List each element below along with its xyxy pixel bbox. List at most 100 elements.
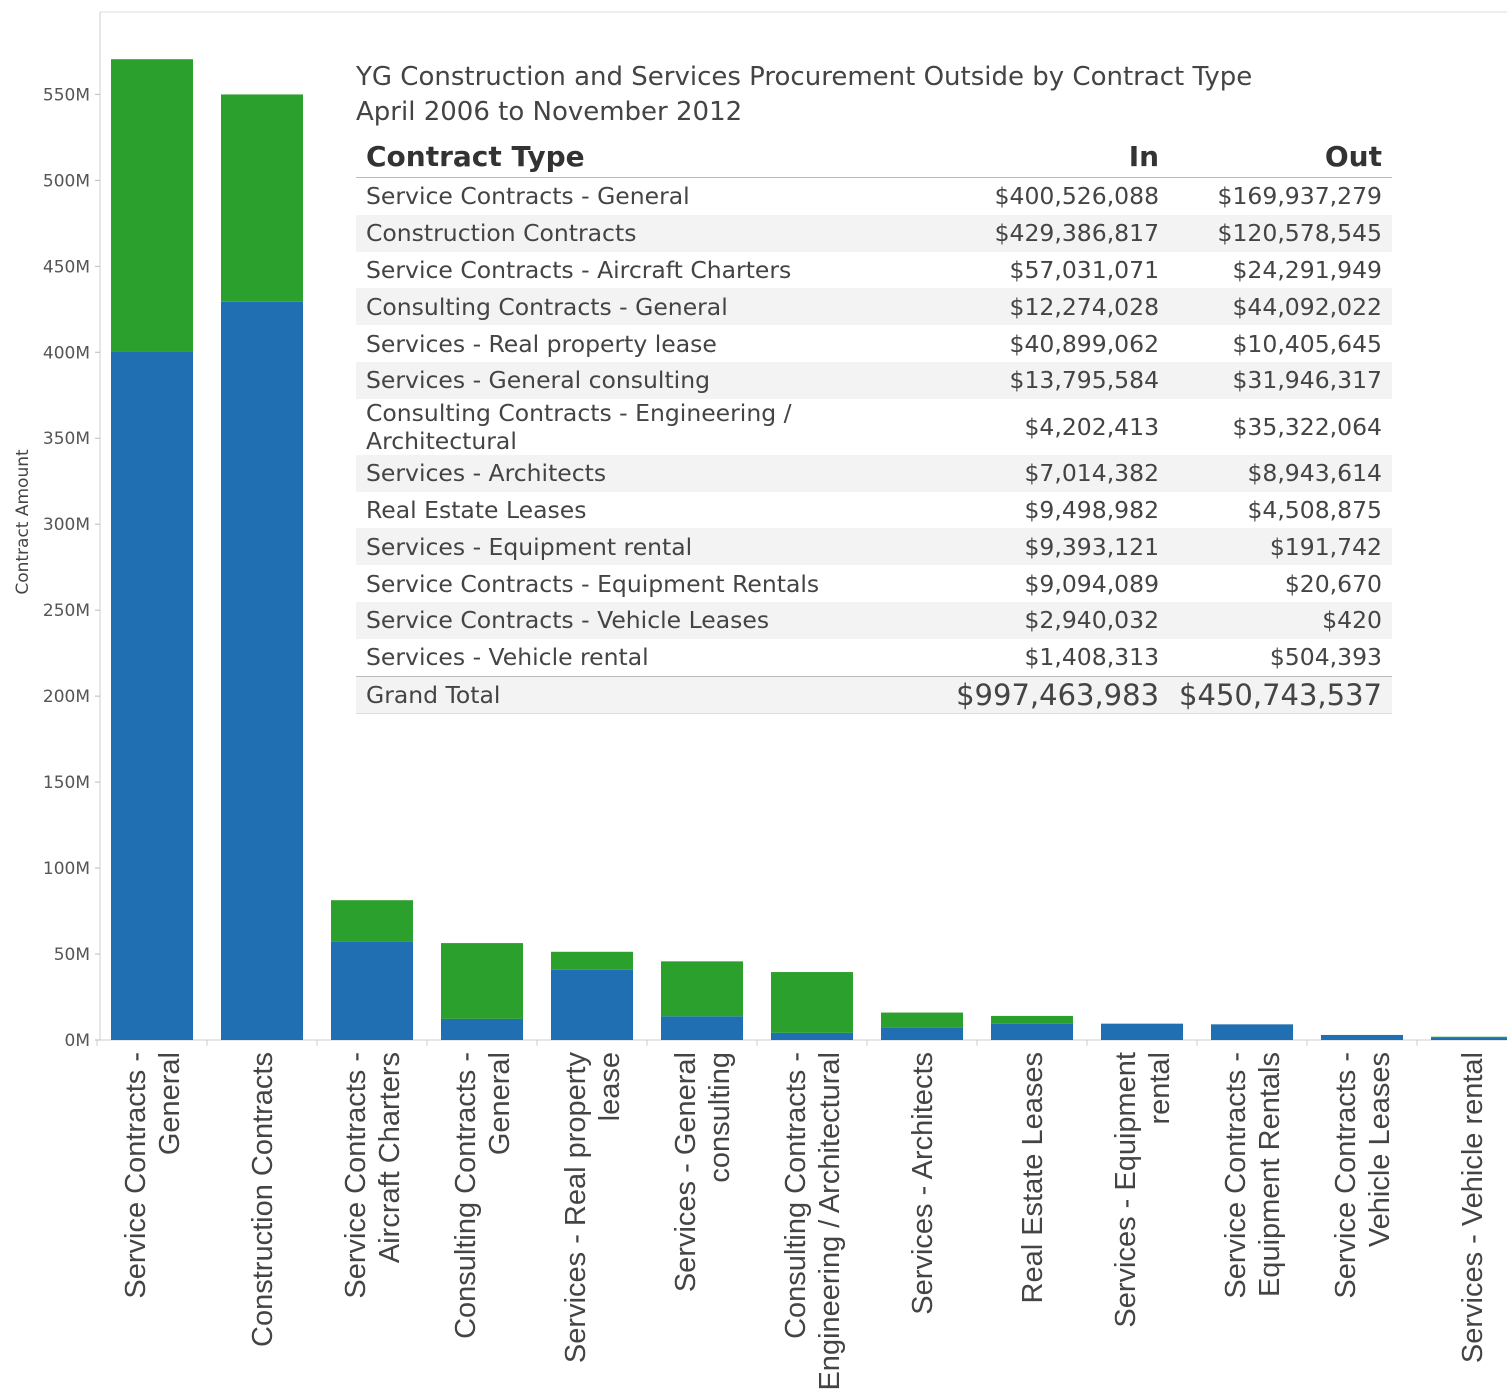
x-category-label: Engineering / Architectural: [814, 1052, 846, 1391]
row-in-value: $2,940,032: [946, 601, 1170, 639]
x-category-label: Consulting Contracts -: [450, 1052, 482, 1339]
table-header-row: Contract Type In Out: [356, 138, 1392, 178]
x-category-label-group: Service Contracts - Equipment Rentals: [1220, 1052, 1286, 1299]
row-contract-type: Service Contracts - Vehicle Leases: [356, 601, 947, 639]
table-row: Services - General consulting $13,795,584…: [356, 361, 1392, 399]
y-tick-label: 300M: [43, 515, 90, 535]
bar-segment-in: [991, 1023, 1073, 1040]
x-category-label: Consulting Contracts -: [780, 1052, 812, 1339]
bar-segment-in: [1321, 1034, 1403, 1040]
row-in-value: $1,408,313: [1024, 643, 1160, 672]
row-in-value: $40,899,062: [1009, 329, 1160, 358]
x-category-label-group: Services - Equipment rental: [1110, 1052, 1176, 1328]
table-row: Services - Equipment rental $9,393,121 $19…: [356, 528, 1392, 566]
x-category-label: Service Contracts -: [1330, 1052, 1362, 1299]
bar-segment-out: [661, 961, 743, 1017]
row-in-value: $4,202,413: [1024, 412, 1160, 441]
x-category-label: Aircraft Charters: [374, 1052, 406, 1263]
bar-segment-in: [1431, 1037, 1507, 1040]
x-category-label: Real Estate Leases: [1017, 1052, 1049, 1303]
bar-segment-in: [441, 1018, 523, 1040]
row-out-value: $24,291,949: [1232, 255, 1382, 284]
bar-segment-in: [221, 301, 303, 1041]
row-contract-type: Services - Vehicle rental: [366, 643, 649, 672]
y-tick-label: 500M: [43, 171, 90, 191]
x-category-label: Services - Architects: [907, 1052, 939, 1315]
row-out-value: $504,393: [1269, 643, 1382, 672]
x-category-label-group: Consulting Contracts - General: [450, 1052, 516, 1339]
row-contract-type: Services - Real property lease: [366, 329, 717, 358]
row-out-value: $10,405,645: [1232, 329, 1382, 358]
row-out-value: $8,943,614: [1169, 454, 1392, 492]
row-contract-type: Construction Contracts: [356, 214, 947, 252]
row-in-value: $57,031,071: [1009, 255, 1160, 284]
bar-segment-out: [1431, 1036, 1507, 1038]
x-category-label: rental: [1144, 1052, 1176, 1125]
table-row: Construction Contracts $429,386,817 $120,5…: [356, 214, 1392, 252]
bar-segment-out: [881, 1012, 963, 1028]
row-out-value: $44,092,022: [1169, 288, 1392, 326]
row-out-value: $20,670: [1284, 569, 1382, 598]
row-out-value: $120,578,545: [1169, 214, 1392, 252]
grand-total-row: Grand Total $997,463,983 $450,743,537: [356, 675, 1392, 715]
table-row: Services - Architects $7,014,382 $8,943,61…: [356, 454, 1392, 492]
row-contract-type: Consulting Contracts - General: [356, 288, 947, 326]
grand-total-label: Grand Total: [356, 675, 947, 715]
table-row: Services - Vehicle rental $1,408,313 $504,…: [356, 639, 1392, 676]
x-category-label: Services - Equipment: [1110, 1052, 1142, 1328]
summary-overlay: YG Construction and Services Procurement…: [356, 60, 1396, 715]
row-out-value: $4,508,875: [1247, 495, 1382, 524]
row-out-value: $191,742: [1169, 528, 1392, 566]
grand-total-out: $450,743,537: [1169, 675, 1392, 715]
x-category-label-group: Service Contracts - General: [120, 1052, 186, 1299]
row-in-value: $429,386,817: [946, 214, 1170, 252]
table-row: Consulting Contracts - General $12,274,02…: [356, 288, 1392, 326]
x-category-label: Service Contracts -: [340, 1052, 372, 1299]
x-category-label: Services - Real property: [560, 1052, 592, 1364]
x-category-label-group: Services - General consulting: [670, 1052, 736, 1292]
y-axis-label: Contract Amount: [13, 449, 33, 595]
row-contract-type: Service Contracts - Equipment Rentals: [366, 569, 820, 598]
x-category-label: General: [154, 1052, 186, 1155]
bar-segment-out: [441, 943, 523, 1019]
y-tick-label: 550M: [43, 85, 90, 105]
x-category-label: Services - General: [670, 1052, 702, 1292]
row-contract-type: Services - Architects: [356, 454, 947, 492]
table-row: Service Contracts - Aircraft Charters $57…: [356, 252, 1392, 289]
row-out-value: $420: [1169, 601, 1392, 639]
bar-segment-out: [111, 59, 193, 352]
bar-segment-in: [881, 1027, 963, 1040]
x-category-label-group: Service Contracts - Aircraft Charters: [340, 1052, 406, 1299]
bar-segment-in: [331, 941, 413, 1040]
row-out-value: $35,322,064: [1232, 412, 1382, 441]
y-tick-label: 50M: [54, 945, 90, 965]
header-contract-type: Contract Type: [356, 138, 947, 178]
row-contract-type: Real Estate Leases: [366, 495, 587, 524]
table-row: Service Contracts - Vehicle Leases $2,940…: [356, 601, 1392, 639]
x-category-label-group: Services - Real property lease: [560, 1052, 626, 1364]
y-tick-label: 450M: [43, 257, 90, 277]
row-contract-type: Service Contracts - General: [366, 182, 690, 211]
chart-title: YG Construction and Services Procurement…: [356, 62, 1253, 92]
row-contract-type: Service Contracts - Aircraft Charters: [366, 255, 792, 284]
bar-segment-out: [221, 94, 303, 302]
x-category-label: General: [484, 1052, 516, 1155]
table-row: Consulting Contracts - Engineering / Arc…: [356, 399, 1392, 455]
x-category-label-group: Construction Contracts: [247, 1052, 279, 1347]
bar-segment-in: [771, 1032, 853, 1040]
y-tick-label: 400M: [43, 343, 90, 363]
bar-segment-in: [111, 351, 193, 1040]
x-category-label: Vehicle Leases: [1364, 1052, 1396, 1247]
row-out-value: $169,937,279: [1217, 182, 1382, 211]
y-tick-label: 200M: [43, 687, 90, 707]
row-in-value: $12,274,028: [946, 288, 1170, 326]
x-category-label-group: Service Contracts - Vehicle Leases: [1330, 1052, 1396, 1299]
x-category-label-group: Real Estate Leases: [1017, 1052, 1049, 1303]
x-category-label: Equipment Rentals: [1254, 1052, 1286, 1297]
row-in-value: $9,094,089: [1024, 569, 1160, 598]
row-contract-type: Services - Equipment rental: [356, 528, 947, 566]
x-category-label-group: Services - Architects: [907, 1052, 939, 1315]
header-out: Out: [1169, 138, 1392, 178]
y-tick-label: 100M: [43, 859, 90, 879]
